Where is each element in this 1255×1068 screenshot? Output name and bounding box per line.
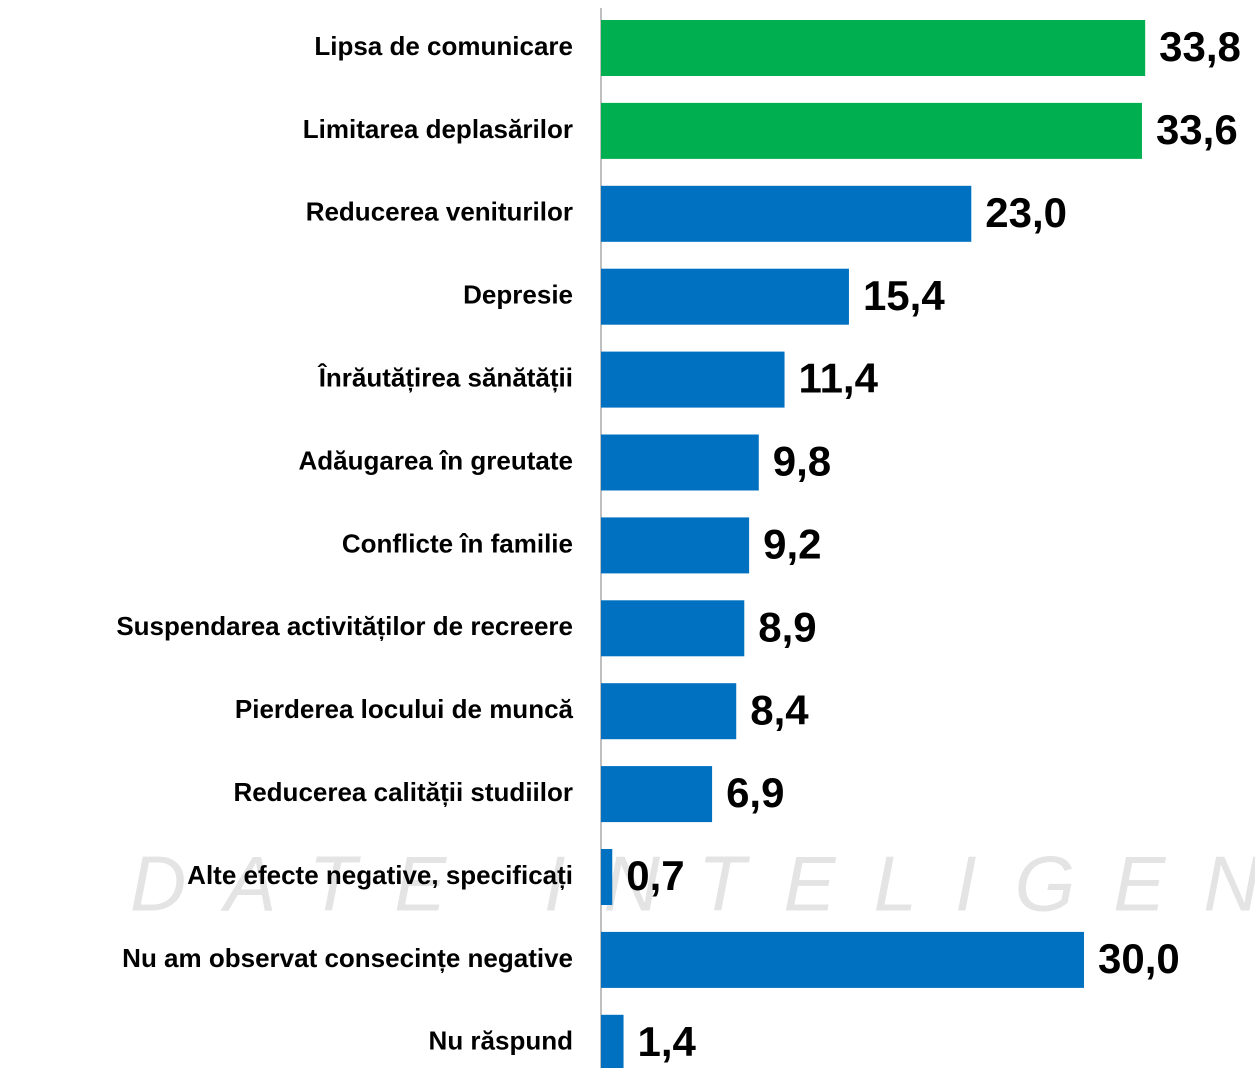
category-label: Conflicte în familie: [342, 528, 573, 558]
category-label: Adăugarea în greutate: [298, 445, 573, 475]
value-label: 33,6: [1156, 106, 1238, 153]
bar: [601, 600, 745, 657]
value-label: 1,4: [638, 1018, 697, 1065]
value-label: 33,8: [1159, 23, 1241, 70]
value-label: 6,9: [726, 769, 784, 816]
bar: [601, 102, 1142, 159]
category-label: Înrăutățirea sănătății: [317, 362, 573, 392]
category-label: Reducerea veniturilor: [306, 197, 573, 227]
bar: [601, 1014, 624, 1068]
bar: [601, 20, 1146, 76]
bar: [601, 683, 737, 740]
bar: [601, 185, 972, 242]
value-label: 15,4: [863, 272, 945, 319]
watermark: DATE INTELIGENTE: [130, 840, 1255, 928]
value-label: 0,7: [626, 852, 684, 899]
bar: [601, 931, 1084, 988]
value-label: 8,9: [758, 603, 816, 650]
value-label: 8,4: [750, 686, 809, 733]
category-label: Depresie: [463, 280, 573, 310]
category-label: Nu am observat consecințe negative: [122, 943, 573, 973]
value-label: 23,0: [985, 189, 1067, 236]
category-label: Limitarea deplasărilor: [303, 114, 573, 144]
bar: [601, 434, 759, 491]
value-label: 9,8: [773, 438, 831, 485]
value-label: 11,4: [799, 355, 879, 402]
bar: [601, 351, 785, 408]
bar: [601, 268, 849, 325]
category-label: Reducerea calității studiilor: [233, 777, 573, 807]
bar: [601, 849, 613, 905]
value-label: 30,0: [1098, 935, 1180, 982]
category-label: Nu răspund: [429, 1026, 573, 1056]
category-label: Pierderea locului de muncă: [235, 694, 574, 724]
value-label: 9,2: [763, 520, 821, 567]
bar: [601, 517, 750, 574]
bar: [601, 766, 713, 823]
category-label: Lipsa de comunicare: [314, 31, 573, 61]
category-label: Suspendarea activităților de recreere: [116, 611, 573, 641]
category-label: Alte efecte negative, specificați: [187, 860, 573, 890]
